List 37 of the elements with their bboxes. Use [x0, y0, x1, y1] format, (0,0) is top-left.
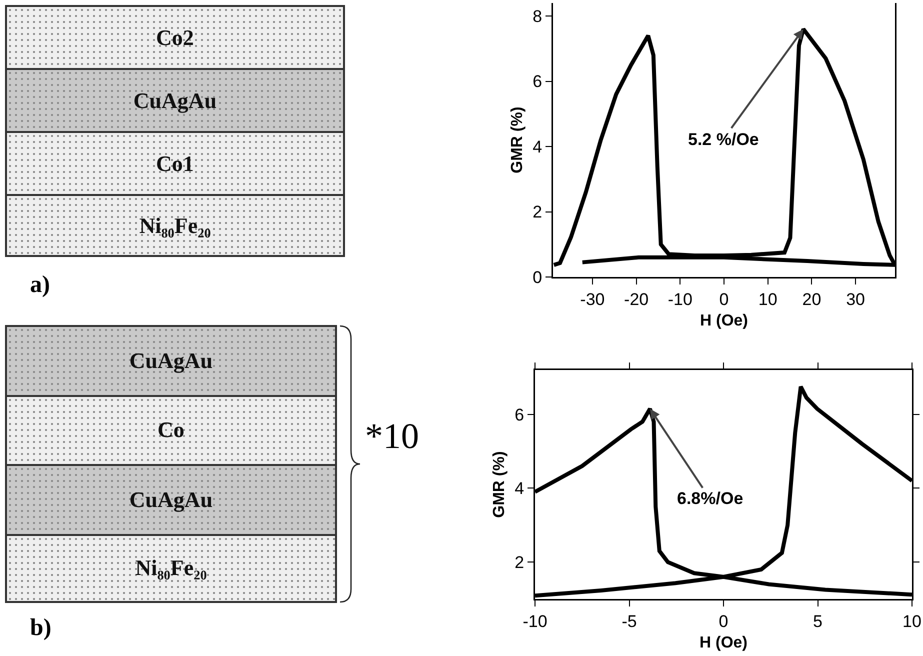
y-axis-title: GMR (%) [490, 451, 508, 518]
x-tick-label: -10 [668, 290, 692, 309]
x-tick-label: 0 [719, 290, 729, 309]
y-axis-title: GMR (%) [508, 106, 526, 174]
annotation: 6.8%/Oe [677, 489, 744, 508]
annotation: 5.2 %/Oe [688, 130, 759, 149]
category-label: CuAgAu [5, 325, 337, 396]
y-tick-label: 0 [532, 268, 542, 287]
y-tick-label: 6 [514, 405, 524, 424]
y-tick-label: 2 [514, 553, 524, 572]
x-tick-label: 10 [902, 612, 922, 631]
y-tick-label: 8 [532, 7, 542, 26]
x-tick-label: 0 [718, 612, 728, 631]
text: a) [30, 272, 50, 299]
category-label: Co [5, 394, 337, 466]
x-tick-label: -5 [622, 612, 637, 631]
category-label: Ni₈₀Fe₂₀ [5, 194, 345, 257]
x-tick-label: 5 [813, 612, 822, 631]
x-tick-label: -10 [522, 612, 548, 631]
category-label: CuAgAu [5, 464, 337, 536]
category-label: CuAgAu [5, 68, 345, 133]
x-tick-label: 20 [802, 290, 822, 309]
text: *10 [365, 415, 419, 457]
category-label: Ni₈₀Fe₂₀ [5, 534, 337, 603]
x-axis-title: H (Oe) [700, 634, 748, 652]
x-tick-label: -20 [624, 290, 649, 309]
category-label: Co1 [5, 131, 345, 196]
x-tick-label: 10 [758, 290, 778, 309]
y-tick-label: 6 [532, 72, 542, 92]
y-tick-label: 4 [532, 137, 542, 156]
text: b) [30, 615, 52, 642]
x-axis-title: H (Oe) [700, 312, 748, 330]
y-tick-label: 2 [532, 202, 542, 222]
y-tick-label: 4 [514, 479, 524, 498]
category-label: Co2 [5, 5, 345, 70]
x-tick-label: 30 [846, 290, 865, 309]
x-tick-label: -30 [580, 290, 605, 309]
